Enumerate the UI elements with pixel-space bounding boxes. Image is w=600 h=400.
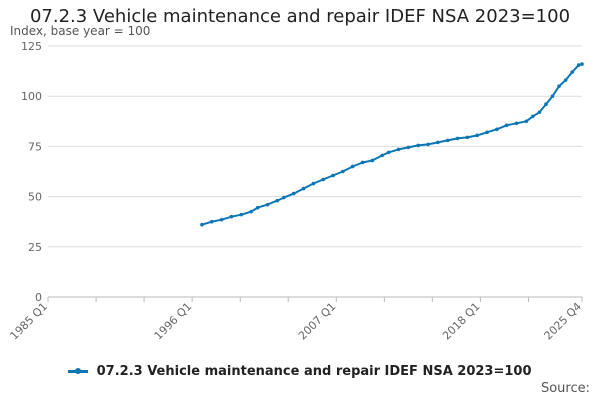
data-point[interactable] (219, 217, 224, 222)
data-point[interactable] (311, 181, 316, 186)
data-point[interactable] (465, 135, 470, 140)
data-point[interactable] (282, 195, 286, 200)
data-point[interactable] (360, 160, 365, 165)
data-point[interactable] (436, 140, 440, 145)
x-tick-label: 2025 Q4 (542, 300, 585, 343)
data-point[interactable] (537, 110, 542, 115)
data-point[interactable] (531, 114, 535, 119)
y-tick-label: 125 (21, 40, 42, 53)
data-point[interactable] (580, 62, 584, 66)
y-tick-label: 25 (28, 241, 42, 254)
y-tick-label: 0 (35, 291, 42, 304)
x-tick-label: 2007 Q1 (296, 300, 339, 343)
data-point[interactable] (514, 121, 519, 126)
y-tick-label: 100 (21, 90, 42, 103)
data-point[interactable] (341, 169, 345, 174)
data-point[interactable] (200, 222, 204, 227)
x-tick-label: 1985 Q1 (8, 300, 51, 343)
data-point[interactable] (249, 209, 253, 214)
data-point[interactable] (475, 133, 479, 138)
legend-swatch (68, 368, 89, 374)
data-point[interactable] (301, 186, 306, 191)
data-point[interactable] (239, 212, 244, 217)
data-point[interactable] (255, 205, 260, 210)
legend[interactable]: 07.2.3 Vehicle maintenance and repair ID… (0, 364, 600, 379)
data-point[interactable] (210, 219, 214, 224)
data-point[interactable] (485, 130, 489, 135)
data-point[interactable] (504, 123, 509, 128)
data-point[interactable] (331, 173, 335, 178)
data-point[interactable] (321, 177, 325, 182)
y-tick-label: 75 (28, 140, 42, 153)
gridlines (48, 45, 582, 298)
data-point[interactable] (370, 158, 375, 163)
data-point[interactable] (550, 94, 555, 98)
data-point[interactable] (350, 164, 355, 169)
data-point[interactable] (576, 63, 581, 67)
chart-title: 07.2.3 Vehicle maintenance and repair ID… (29, 6, 571, 27)
data-point[interactable] (265, 202, 270, 207)
data-point[interactable] (557, 84, 561, 88)
data-point[interactable] (396, 147, 401, 152)
y-axis-label: Index, base year = 100 (10, 24, 151, 38)
y-tick-label: 50 (28, 191, 42, 204)
data-point[interactable] (544, 102, 548, 107)
data-point[interactable] (380, 153, 384, 158)
x-tick-label: 2018 Q1 (440, 300, 483, 343)
series-layer (200, 62, 584, 227)
data-point[interactable] (445, 138, 450, 143)
x-tick-label: 1996 Q1 (152, 300, 195, 343)
data-point[interactable] (563, 78, 568, 82)
data-point[interactable] (229, 214, 234, 219)
data-point[interactable] (455, 136, 460, 141)
data-point[interactable] (426, 142, 430, 147)
data-point[interactable] (495, 127, 499, 132)
data-point[interactable] (275, 198, 280, 203)
legend-label: 07.2.3 Vehicle maintenance and repair ID… (96, 364, 532, 379)
series-line (201, 63, 583, 226)
source-label: Source: (540, 381, 590, 396)
data-point[interactable] (416, 143, 420, 148)
data-point[interactable] (524, 119, 529, 124)
data-point[interactable] (570, 70, 574, 74)
data-point[interactable] (291, 191, 296, 196)
data-point[interactable] (406, 145, 411, 150)
axes: 0 25 50 75 100 125 1985 Q1 1996 Q1 2007 Q1 2018 Q… (8, 40, 585, 342)
data-point[interactable] (386, 150, 391, 155)
